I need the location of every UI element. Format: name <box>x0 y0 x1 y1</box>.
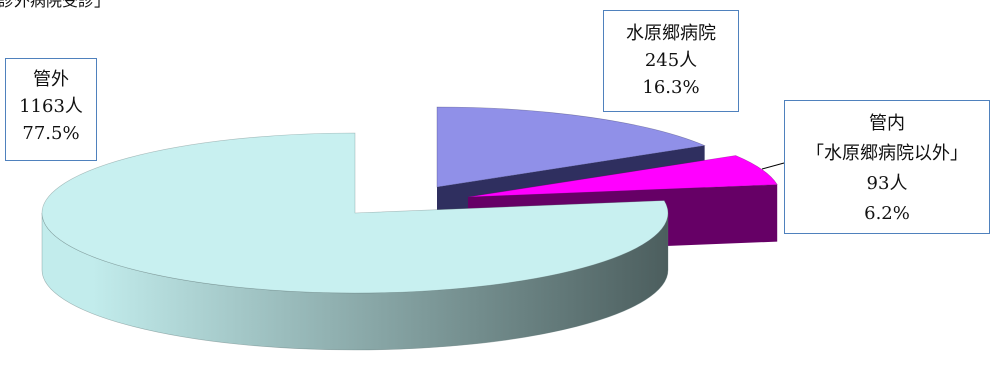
cropped-heading: 診外病院受診」 <box>0 0 111 10</box>
slice-value: 245人 <box>644 50 698 71</box>
slice-percent: 77.5% <box>22 123 80 144</box>
data-label-kangai: 管外 1163人 77.5% <box>5 58 97 161</box>
slice-suibarago-hospital-top <box>436 106 706 188</box>
slice-percent: 6.2% <box>864 203 910 224</box>
leader-line-kannai <box>761 162 785 170</box>
slice-value: 93人 <box>866 173 908 194</box>
slice-kannai-other-top <box>467 155 778 198</box>
data-label-suibarago-hospital: 水原郷病院 245人 16.3% <box>603 10 739 112</box>
slice-value: 1163人 <box>19 96 83 117</box>
slice-percent: 16.3% <box>642 77 700 98</box>
slice-kangai-top <box>41 132 669 294</box>
slice-label: 管内 <box>869 113 905 134</box>
slice-label: 管外 <box>33 69 69 90</box>
slice-label: 水原郷病院 <box>626 23 716 44</box>
pie-slices <box>41 106 778 351</box>
slice-label-sub: 「水原郷病院以外」 <box>806 143 968 164</box>
slice-kangai <box>41 132 669 351</box>
data-label-kannai-other: 管内 「水原郷病院以外」 93人 6.2% <box>784 100 990 234</box>
